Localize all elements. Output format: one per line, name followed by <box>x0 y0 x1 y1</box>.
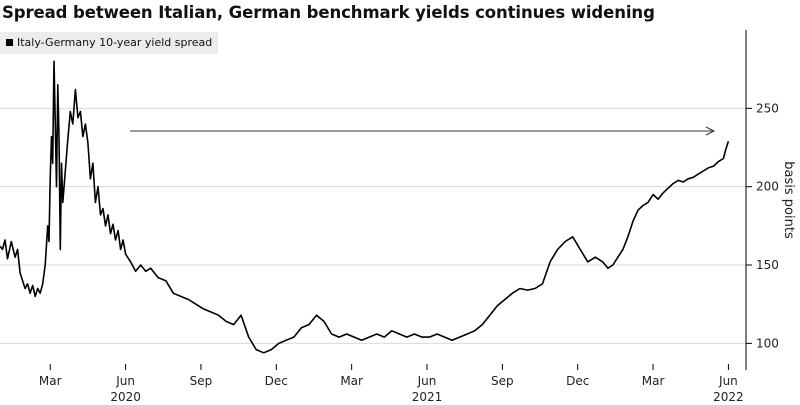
y-tick-label-250: 250 <box>756 101 779 115</box>
y-tick-label-150: 150 <box>756 258 779 272</box>
plot-area <box>0 60 730 354</box>
chart-title: Spread between Italian, German benchmark… <box>2 3 655 22</box>
x-tick-label-9: Jun <box>718 374 738 388</box>
x-axis: Mar Jun Sep Dec Mar Jun Sep Dec Mar Jun 2020 2021 20… <box>39 364 744 404</box>
x-tick-label-2: Sep <box>190 374 213 388</box>
chart-legend: Italy-Germany 10-year yield spread <box>0 32 219 54</box>
series-line-italy-germany <box>0 60 730 354</box>
annotation-arrow-head <box>705 126 716 136</box>
x-tick-label-7: Dec <box>566 374 589 388</box>
gridlines <box>0 107 746 344</box>
x-tick-label-4: Mar <box>340 374 363 388</box>
legend-swatch <box>6 39 13 46</box>
x-tick-label-1: Jun <box>115 374 135 388</box>
legend-label: Italy-Germany 10-year yield spread <box>17 36 213 49</box>
x-tick-label-8: Mar <box>642 374 665 388</box>
y-axis: 100 150 200 250 basis points <box>745 30 796 370</box>
x-tick-label-3: Dec <box>265 374 288 388</box>
y-tick-label-100: 100 <box>756 336 779 350</box>
year-label-2020: 2020 <box>110 390 141 404</box>
year-label-2022: 2022 <box>713 390 744 404</box>
y-tick-label-200: 200 <box>756 180 779 194</box>
x-tick-label-6: Sep <box>491 374 514 388</box>
x-tick-label-5: Jun <box>417 374 437 388</box>
year-label-2021: 2021 <box>412 390 443 404</box>
y-axis-title: basis points <box>781 161 796 239</box>
x-tick-label-0: Mar <box>39 374 62 388</box>
annotation-layer <box>130 126 716 136</box>
